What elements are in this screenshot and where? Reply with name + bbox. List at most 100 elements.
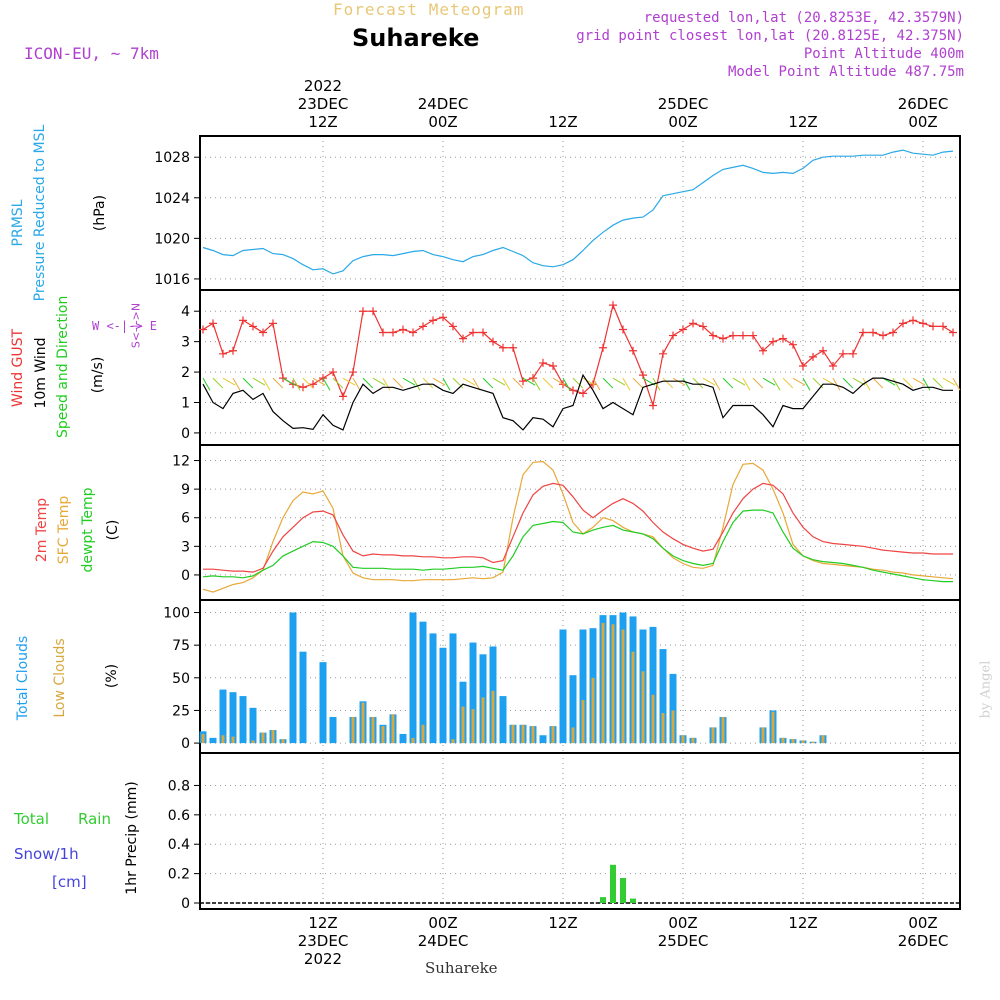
gust-marker [229, 346, 237, 355]
total-cloud-bar [569, 675, 577, 744]
y-tick-label: 0 [181, 736, 190, 752]
time-label: 12Z 23DEC 2022 [283, 914, 363, 968]
wind-arrow [592, 377, 601, 391]
gust-marker [219, 349, 227, 358]
total-cloud-bar [579, 629, 587, 744]
snow-label: Snow/1h [14, 845, 79, 863]
wind-arrow [692, 377, 704, 389]
time-label: 12Z [763, 914, 843, 932]
time-label-line: 00Z [668, 113, 698, 131]
total-cloud-bar [649, 626, 657, 744]
total-cloud-bar [229, 692, 237, 744]
wind-arrow [772, 377, 781, 391]
wind-arrow [752, 377, 764, 389]
wind-arrow [332, 377, 344, 389]
wind-arrow [782, 377, 794, 389]
low-cloud-bar [611, 624, 615, 744]
gust-marker [439, 313, 447, 322]
y-tick-label: 0.6 [168, 808, 190, 824]
gust-marker [779, 334, 787, 343]
low-cloud-bar [521, 724, 525, 744]
total-cloud-bar [659, 649, 667, 744]
gust-marker [459, 334, 467, 343]
gust-marker [819, 346, 827, 355]
footer-location: Suhareke [425, 959, 498, 977]
wind-arrow [702, 377, 716, 386]
rain-bar [630, 898, 636, 903]
wind-arrow [602, 377, 614, 389]
wind-arrow [942, 377, 956, 386]
gust-marker [419, 322, 427, 331]
wind-arrow [832, 377, 841, 391]
wind-arrow [842, 377, 854, 389]
wind-arrow [682, 377, 691, 391]
gust-marker [199, 325, 207, 334]
low-cloud-bar [351, 716, 355, 744]
rain-bar [620, 878, 626, 903]
time-label-line: 25DEC [657, 95, 709, 113]
time-label-line: 24DEC [417, 95, 469, 113]
low-cloud-bar [621, 629, 625, 744]
total-cloud-bar [329, 716, 337, 744]
low-cloud-bar [801, 740, 805, 744]
gust-marker [899, 319, 907, 328]
wind-arrow [912, 377, 926, 386]
low-cloud-bar [711, 727, 715, 744]
gust-marker [929, 322, 937, 331]
time-label-line: 2022 [303, 77, 343, 95]
low-cloud-bar [591, 677, 595, 744]
wind-arrow [392, 377, 404, 389]
y-tick-label: 75 [172, 638, 190, 654]
total-cloud-bar [289, 612, 297, 744]
gust-marker [429, 316, 437, 325]
total-cloud-bar [499, 696, 507, 744]
wind-arrow [652, 377, 661, 391]
time-label-line: 24DEC [417, 932, 469, 950]
gust-marker [599, 343, 607, 352]
panel-frame-pressure [199, 135, 961, 291]
gust-marker [729, 331, 737, 340]
wind-arrow [502, 377, 511, 391]
wind-arrow [272, 377, 284, 389]
gust-marker [399, 325, 407, 334]
gust-marker [549, 361, 557, 370]
grid-point-coords: grid point closest lon,lat (20.8125E, 42… [576, 28, 964, 44]
wind-arrow [212, 377, 224, 389]
gust-marker [669, 331, 677, 340]
wind-arrow [362, 377, 374, 389]
gust-marker [749, 331, 757, 340]
low-cloud-bar [391, 714, 395, 744]
gust-marker [649, 401, 657, 410]
gust-marker [809, 352, 817, 361]
low-cloud-bar [491, 690, 495, 744]
gust-marker [489, 337, 497, 346]
y-tick-label: 25 [172, 703, 190, 719]
time-label-line: 26DEC [897, 95, 949, 113]
gust-marker [879, 331, 887, 340]
gust-marker [689, 319, 697, 328]
compass-we-label: W <-|-> E [92, 319, 158, 333]
wind-arrow [872, 377, 884, 389]
rain-label: Rain [78, 810, 111, 828]
y-tick-label: 1 [181, 395, 190, 411]
wind-arrow [282, 377, 296, 386]
wind-arrow [372, 377, 386, 386]
gust-marker [469, 328, 477, 337]
wind-arrow [622, 377, 631, 391]
total-cloud-bar [239, 696, 247, 744]
gust-marker [739, 331, 747, 340]
snow-unit-label: [cm] [52, 873, 87, 891]
low-cloud-bar [771, 711, 775, 744]
wind-arrow [612, 377, 626, 386]
time-label-line: 12Z [308, 914, 338, 932]
wind-arrow [442, 377, 451, 391]
low-cloud-bar [461, 706, 465, 744]
time-label: 2022 23DEC 12Z [283, 77, 363, 131]
y-tick-label: 2 [181, 365, 190, 381]
point-altitude: Point Altitude 400m [803, 46, 964, 62]
time-label-line: 12Z [308, 113, 338, 131]
y-tick-label: 0.2 [168, 867, 190, 883]
wind-arrow [742, 377, 751, 391]
wind-arrow [482, 377, 494, 389]
